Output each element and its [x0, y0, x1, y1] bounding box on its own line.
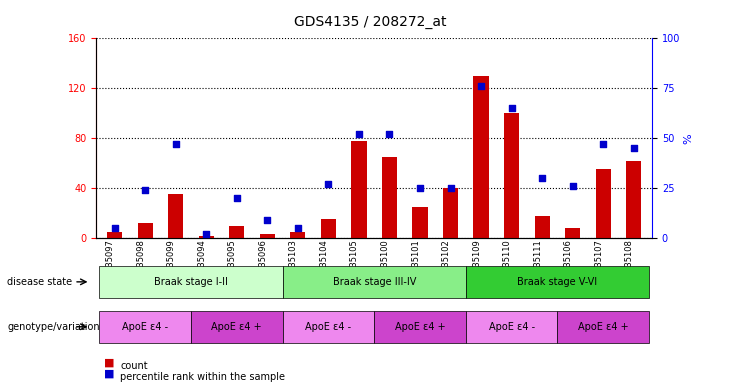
Text: genotype/variation: genotype/variation [7, 322, 100, 332]
Point [536, 175, 548, 181]
Point [414, 185, 426, 191]
Y-axis label: %: % [683, 133, 693, 144]
Point [505, 105, 517, 111]
Text: ■: ■ [104, 369, 114, 379]
Point [567, 183, 579, 189]
Text: ApoE ε4 +: ApoE ε4 + [578, 322, 628, 332]
Text: disease state: disease state [7, 277, 73, 287]
Point [475, 83, 487, 89]
Point [322, 181, 334, 187]
Point [139, 187, 151, 193]
Bar [626, 161, 642, 238]
Point [353, 131, 365, 137]
Text: ■: ■ [104, 358, 114, 367]
Point [628, 145, 639, 151]
Bar [596, 169, 611, 238]
Text: Braak stage III-IV: Braak stage III-IV [333, 277, 416, 287]
Bar [138, 223, 153, 238]
Point [597, 141, 609, 147]
Text: ApoE ε4 -: ApoE ε4 - [488, 322, 535, 332]
Bar [168, 194, 183, 238]
Text: percentile rank within the sample: percentile rank within the sample [120, 372, 285, 382]
Text: ApoE ε4 +: ApoE ε4 + [395, 322, 445, 332]
Point [231, 195, 243, 201]
Point [170, 141, 182, 147]
Bar [382, 157, 397, 238]
Bar [443, 188, 458, 238]
Bar [107, 232, 122, 238]
Text: GDS4135 / 208272_at: GDS4135 / 208272_at [294, 15, 447, 29]
Text: Braak stage V-VI: Braak stage V-VI [517, 277, 597, 287]
Text: ApoE ε4 +: ApoE ε4 + [211, 322, 262, 332]
Point [200, 231, 212, 237]
Bar [351, 141, 367, 238]
Bar [473, 76, 489, 238]
Bar [534, 216, 550, 238]
Text: Braak stage I-II: Braak stage I-II [154, 277, 228, 287]
Bar [321, 219, 336, 238]
Text: count: count [120, 361, 147, 371]
Bar [565, 228, 580, 238]
Text: ApoE ε4 -: ApoE ε4 - [122, 322, 168, 332]
Bar [259, 234, 275, 238]
Bar [229, 226, 245, 238]
Point [384, 131, 396, 137]
Bar [504, 113, 519, 238]
Point [109, 225, 121, 231]
Bar [413, 207, 428, 238]
Point [292, 225, 304, 231]
Text: ApoE ε4 -: ApoE ε4 - [305, 322, 351, 332]
Point [445, 185, 456, 191]
Point [262, 217, 273, 223]
Bar [199, 235, 214, 238]
Bar [290, 232, 305, 238]
